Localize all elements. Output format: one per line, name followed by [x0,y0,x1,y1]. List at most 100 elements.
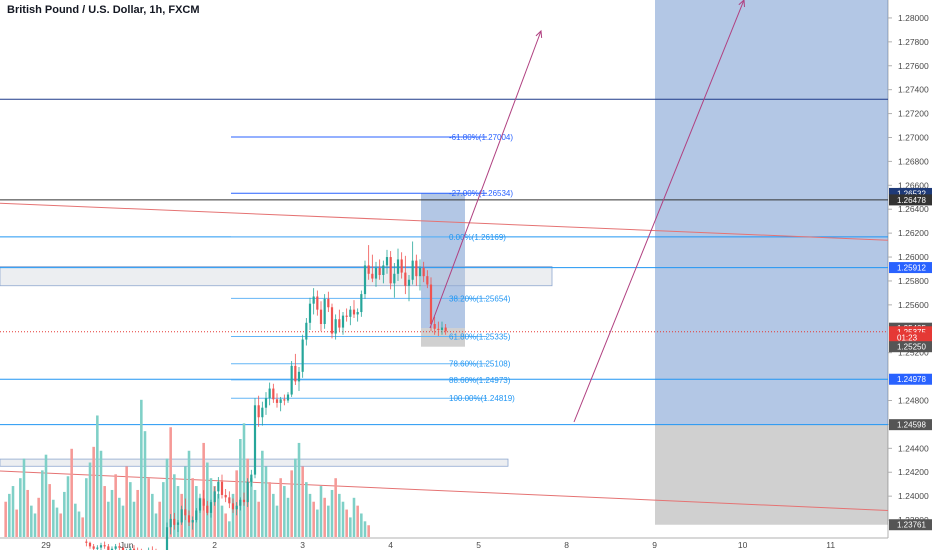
volume-bar [275,505,279,537]
price-tag-label: 1.24978 [897,375,926,384]
candle-body [228,497,231,504]
candle-body [187,515,191,523]
volume-bar [74,503,77,537]
volume-bar [158,501,161,537]
candle-body [283,399,286,401]
candle-body [334,319,337,334]
candle-body [217,481,220,492]
candle-body [235,505,238,510]
candle-body [323,298,326,324]
candle-body [301,339,304,372]
volume-bar [341,501,345,537]
volume-bar [305,482,308,537]
volume-bar [151,493,154,537]
candle-body [92,546,95,549]
y-tick-label: 1.26400 [898,204,929,214]
volume-bar [63,491,66,537]
volume-bar [8,493,11,537]
candle-body [209,502,213,513]
volume-bar [338,493,341,537]
volume-bar [162,482,165,537]
volume-bar [107,501,110,537]
candle-body [165,527,169,550]
volume-bar [297,442,301,537]
candle-body [433,323,436,329]
price-tag-label: 1.26532 [897,189,926,198]
volume-bar [132,501,136,537]
candle-body [305,322,308,340]
fib-level-label: -27.00%(1.26534) [449,189,513,198]
trendline-lower [0,470,889,512]
y-tick-label: 1.24400 [898,443,929,453]
volume-bar [268,482,271,537]
fib-level-label: 0.00%(1.26169) [449,233,506,242]
candle-body [411,260,414,280]
candle-body [396,259,400,274]
price-tag-label: 1.25912 [897,264,926,273]
fib-level-label: 78.60%(1.25108) [449,360,511,369]
volume-bar [283,486,286,537]
volume-bar [66,476,70,537]
candle-body [99,545,103,548]
volume-bar [114,474,117,537]
candle-body [349,309,352,317]
candle-body [239,499,242,506]
candle-body [191,520,194,523]
volume-bar [143,431,147,537]
chart-title: British Pound / U.S. Dollar, 1h, FXCM [7,4,200,16]
projection-arrow-head [535,29,543,39]
volume-bar [110,489,114,537]
trendline-upper [0,202,889,241]
fib-level-label: 61.80%(1.25335) [449,333,511,342]
fib-level-label: 38.20%(1.25654) [449,294,511,303]
price-tag [889,262,932,274]
volume-bar [327,505,330,537]
volume-bar [187,450,191,537]
volume-bar [77,511,81,537]
candle-body [290,365,293,395]
price-tag-label: 1.26478 [897,196,926,205]
volume-bar [191,478,194,537]
stop-zone-gray [655,424,888,525]
volume-bar [125,466,128,537]
price-tag-label: 1.23761 [897,521,926,530]
volume-bar [202,442,205,537]
volume-bar [121,505,125,537]
volume-bar [360,513,363,537]
candle-body [173,518,176,525]
candle-body [114,546,117,549]
volume-bar [213,486,216,537]
candle-body [253,405,257,475]
y-tick-label: 1.26600 [898,180,929,190]
volume-bar [136,489,139,537]
volume-bar [272,493,275,537]
volume-bar [367,525,370,537]
volume-bar [224,513,227,537]
candle-body [356,312,359,315]
volume-bar [37,497,40,537]
volume-bar [4,501,7,537]
volume-bar [48,484,51,537]
candle-body [407,279,411,286]
y-tick-label: 1.25600 [898,300,929,310]
price-tag [889,519,932,531]
volume-bar [22,458,26,537]
candle-body [132,548,136,550]
volume-bar [81,517,84,537]
candle-body [418,267,422,277]
volume-bar [147,478,150,537]
y-tick-label: 1.24000 [898,491,929,501]
candle-body [363,265,367,295]
volume-bar [70,448,73,537]
candle-body [176,522,180,525]
y-tick-label: 1.25200 [898,348,929,358]
candle-body [422,267,425,277]
candle-body [118,546,121,548]
fib-level-label: 88.60%(1.24973) [449,376,511,385]
candle-body [437,328,440,330]
y-tick-label: 1.26800 [898,156,929,166]
price-tag-label: 1.24598 [897,421,926,430]
candle-body [294,365,297,382]
